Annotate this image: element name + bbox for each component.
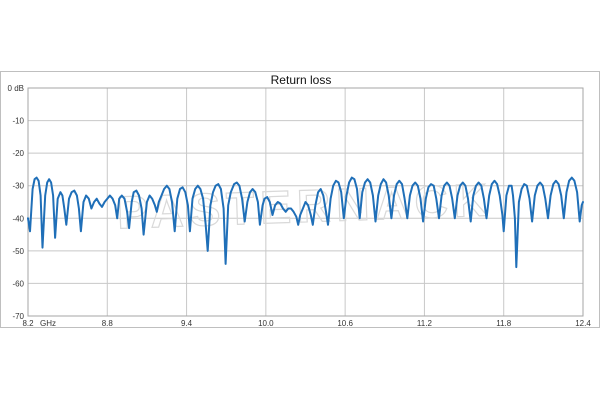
y-axis-tick-labels: 0 dB -10 -20 -30 -40 -50 -60 -70 xyxy=(8,84,25,321)
y-tick-label: -60 xyxy=(12,279,24,288)
x-tick-label: 10.0 xyxy=(258,319,274,328)
y-tick-label: -70 xyxy=(12,312,24,321)
return-loss-series-line xyxy=(27,176,584,269)
x-axis-unit-label: GHz xyxy=(40,319,56,328)
y-tick-label: -40 xyxy=(12,214,24,223)
y-tick-label: -50 xyxy=(12,247,24,256)
y-tick-label: -30 xyxy=(12,182,24,191)
x-tick-label: 10.6 xyxy=(337,319,353,328)
x-tick-label: 11.8 xyxy=(496,319,512,328)
x-tick-label: 8.8 xyxy=(102,319,114,328)
x-tick-label: 9.4 xyxy=(181,319,193,328)
y-tick-label: 0 dB xyxy=(8,84,24,93)
y-tick-label: -20 xyxy=(12,149,24,158)
x-tick-label: 12.4 xyxy=(575,319,591,328)
grid-lines xyxy=(27,87,584,317)
series-layer xyxy=(27,176,584,269)
x-axis-tick-labels: 8.2 8.8 9.4 10.0 10.6 11.2 11.8 12.4 xyxy=(22,319,591,328)
chart-title: Return loss xyxy=(271,73,332,87)
x-tick-label: 11.2 xyxy=(417,319,433,328)
x-tick-label: 8.2 xyxy=(22,319,34,328)
y-tick-label: -10 xyxy=(12,117,24,126)
